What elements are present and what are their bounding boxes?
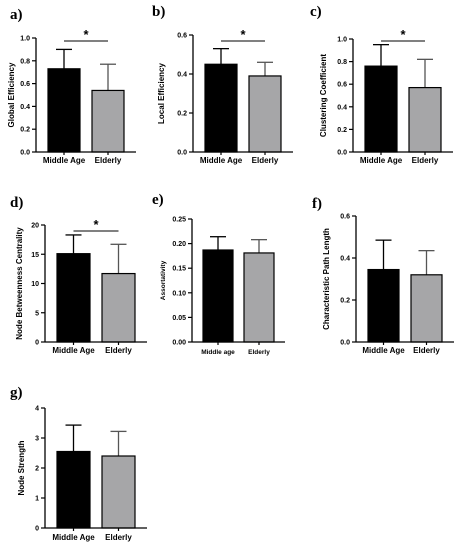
- y-axis-title: Characteristic Path Length: [322, 228, 331, 330]
- y-tick-label: 0.2: [20, 127, 30, 134]
- bar-elderly: [101, 272, 136, 343]
- chart-panel-6: f) 0.0 0.2 0.4 0.6 Middle Age Elderly Character…: [312, 196, 454, 355]
- y-tick-label: 20: [31, 223, 39, 230]
- bar-middle-age: [367, 268, 400, 343]
- panel-label: c): [310, 4, 322, 20]
- y-tick-label: 0.2: [337, 127, 347, 134]
- bar-middle-age: [204, 63, 238, 153]
- y-tick-label: 0.0: [20, 150, 30, 157]
- x-category-label: Middle Age: [43, 156, 86, 165]
- x-category-label: Elderly: [105, 346, 132, 355]
- y-axis-title: Global Efficiency: [7, 62, 16, 127]
- y-tick-label: 1.0: [337, 37, 347, 44]
- y-axis-title: Clustering Coefficient: [319, 54, 328, 137]
- chart-panel-7: g) 0 1 2 3 4 Middle Age Elderly Node Strength: [10, 385, 147, 542]
- x-category-label: Elderly: [95, 156, 122, 165]
- y-tick-label: 0.4: [20, 104, 30, 111]
- x-category-label: Middle Age: [362, 346, 405, 355]
- bar-middle-age: [56, 253, 91, 343]
- bar-elderly: [410, 274, 443, 343]
- bar-elderly: [243, 252, 275, 343]
- x-category-label: Middle Age: [52, 533, 95, 542]
- y-tick-label: 0: [35, 340, 39, 347]
- x-category-label: Middle Age: [200, 156, 243, 165]
- y-tick-label: 0.05: [172, 315, 186, 322]
- significance-star: *: [400, 27, 406, 42]
- y-axis-title: Local Efficiency: [157, 63, 166, 124]
- bar-elderly: [91, 89, 125, 153]
- chart-panel-4: d) 0 5 10 15 20 Middle Age Elderly * Node Between…: [10, 195, 147, 355]
- x-category-label: Elderly: [413, 346, 440, 355]
- y-tick-label: 4: [35, 406, 39, 413]
- chart-panel-3: c) 0.0 0.2 0.4 0.6 0.8 1.0 Middle Age Elderly * Cl…: [310, 4, 453, 165]
- y-tick-label: 0.00: [172, 340, 186, 347]
- bar-middle-age: [364, 65, 398, 153]
- x-category-label: Elderly: [412, 156, 439, 165]
- y-tick-label: 3: [35, 436, 39, 443]
- y-tick-label: 0.6: [340, 214, 350, 221]
- panel-label: d): [10, 195, 23, 211]
- y-tick-label: 1.0: [20, 36, 30, 43]
- x-category-label: Middle Age: [360, 156, 403, 165]
- chart-panel-1: a) 0.0 0.2 0.4 0.6 0.8 1.0 Middle Age Elderly * Gl…: [7, 7, 136, 165]
- y-tick-label: 0.4: [340, 256, 350, 263]
- y-axis-title: Node Strength: [17, 440, 26, 495]
- y-tick-label: 0.0: [337, 150, 347, 157]
- y-tick-label: 0.25: [172, 217, 186, 224]
- y-tick-label: 0.0: [177, 150, 187, 157]
- y-tick-label: 10: [31, 281, 39, 288]
- panel-label: a): [10, 7, 23, 23]
- y-tick-label: 0.4: [177, 72, 187, 79]
- chart-panel-2: b) 0.0 0.2 0.4 0.6 Middle Age Elderly * Local Ef…: [152, 4, 293, 165]
- bar-middle-age: [47, 68, 81, 153]
- y-tick-label: 0.6: [20, 81, 30, 88]
- y-tick-label: 0.8: [337, 59, 347, 66]
- y-tick-label: 2: [35, 466, 39, 473]
- panel-label: g): [10, 385, 23, 401]
- y-tick-label: 0.6: [177, 33, 187, 40]
- y-tick-label: 0.2: [340, 298, 350, 305]
- x-category-label: Elderly: [105, 533, 132, 542]
- y-tick-label: 0.8: [20, 58, 30, 65]
- y-tick-label: 0.4: [337, 104, 347, 111]
- y-tick-label: 0.20: [172, 241, 186, 248]
- x-category-label: Middle Age: [52, 346, 95, 355]
- panel-label: f): [312, 196, 322, 212]
- panel-label: b): [152, 4, 165, 20]
- x-category-label: Elderly: [248, 349, 270, 356]
- y-tick-label: 0: [35, 526, 39, 533]
- x-category-label: Elderly: [252, 156, 279, 165]
- x-category-label: Middle age: [201, 349, 235, 356]
- y-tick-label: 0.0: [340, 340, 350, 347]
- y-tick-label: 0.6: [337, 82, 347, 89]
- bar-elderly: [408, 86, 442, 153]
- bar-middle-age: [56, 450, 91, 529]
- y-tick-label: 0.10: [172, 290, 186, 297]
- bar-elderly: [248, 75, 282, 153]
- y-tick-label: 1: [35, 496, 39, 503]
- y-tick-label: 0.2: [177, 111, 187, 118]
- y-tick-label: 0.15: [172, 266, 186, 273]
- y-axis-title: Node Betweenness Centrality: [15, 227, 24, 340]
- bar-middle-age: [202, 249, 234, 343]
- significance-star: *: [93, 217, 99, 232]
- y-tick-label: 5: [35, 310, 39, 317]
- panel-label: e): [152, 192, 164, 208]
- significance-star: *: [83, 27, 89, 42]
- y-tick-label: 15: [31, 252, 39, 259]
- chart-panel-5: e) 0.00 0.05 0.10 0.15 0.20 0.25 Middle age Elde…: [152, 192, 285, 356]
- bar-elderly: [101, 455, 136, 529]
- y-axis-title: Assortativity: [160, 260, 167, 300]
- significance-star: *: [240, 27, 246, 42]
